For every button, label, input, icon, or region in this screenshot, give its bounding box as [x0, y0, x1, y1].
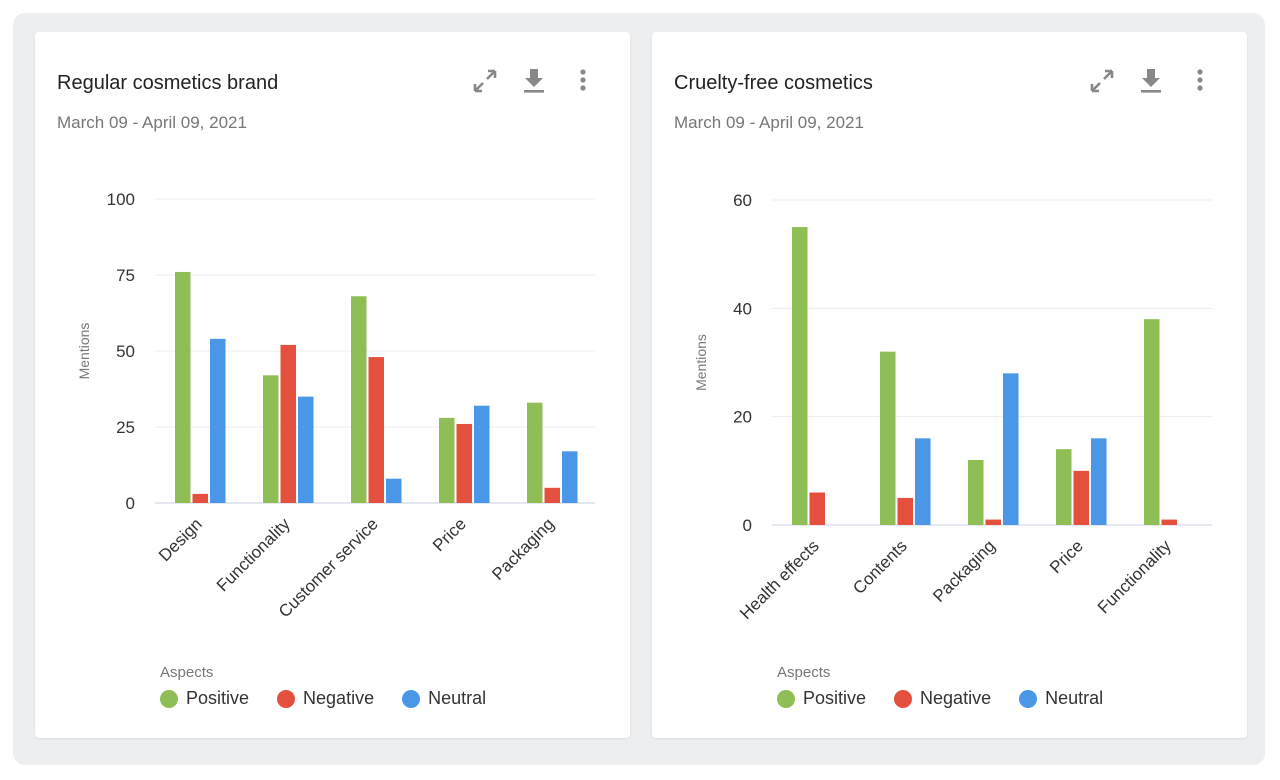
expand-icon[interactable]	[1087, 66, 1117, 96]
y-axis-label: Mentions	[76, 323, 92, 380]
bar-positive	[792, 227, 808, 526]
bar-positive	[263, 375, 279, 503]
x-tick-label: Functionality	[213, 514, 294, 595]
legend-swatch	[1019, 689, 1038, 708]
x-tick-label: Health effects	[736, 536, 823, 623]
x-tick-label: Price	[429, 514, 470, 555]
y-axis-label: Mentions	[693, 334, 709, 391]
legend-item-positive[interactable]: Positive	[777, 688, 866, 709]
bar-negative	[1161, 519, 1177, 525]
legend-item-negative[interactable]: Negative	[277, 688, 374, 709]
bar-negative	[280, 344, 296, 503]
bar-neutral	[386, 478, 402, 503]
bar-positive	[968, 460, 984, 525]
bar-negative	[192, 493, 208, 503]
legend-item-neutral[interactable]: Neutral	[402, 688, 486, 709]
bar-negative	[985, 519, 1001, 525]
legend-label: Neutral	[1045, 688, 1104, 708]
legend-title: Aspects	[777, 664, 831, 681]
y-tick-label: 20	[733, 408, 752, 427]
bar-positive	[351, 296, 367, 503]
legend-label: Positive	[186, 688, 250, 708]
x-tick-label: Functionality	[1094, 536, 1175, 617]
chart-date-range: March 09 - April 09, 2021	[57, 113, 247, 132]
bar-neutral	[1003, 373, 1019, 525]
chart-card: Regular cosmetics brand March 09 - April…	[35, 32, 630, 738]
legend-title: Aspects	[160, 664, 214, 681]
chart-title: Cruelty-free cosmetics	[674, 72, 873, 94]
bar-negative	[1073, 470, 1089, 525]
bar-positive	[527, 402, 543, 503]
bar-positive	[175, 271, 191, 503]
legend-swatch	[160, 689, 178, 708]
chart-date-range: March 09 - April 09, 2021	[674, 113, 864, 132]
chart-card: Cruelty-free cosmetics March 09 - April …	[652, 32, 1247, 738]
bar-positive	[439, 417, 455, 503]
bar-neutral	[210, 338, 226, 503]
more-vertical-icon[interactable]	[1185, 66, 1215, 96]
legend-item-positive[interactable]: Positive	[160, 688, 249, 709]
bar-neutral	[474, 405, 490, 503]
y-tick-label: 25	[116, 418, 135, 437]
legend-label: Negative	[920, 688, 992, 708]
y-tick-label: 100	[107, 190, 135, 209]
y-tick-label: 0	[743, 516, 752, 535]
legend-swatch	[777, 689, 795, 708]
legend-item-neutral[interactable]: Neutral	[1019, 688, 1103, 709]
expand-icon[interactable]	[470, 66, 500, 96]
bar-negative	[368, 357, 384, 503]
legend-swatch	[894, 689, 913, 708]
bar-negative	[809, 492, 825, 525]
y-tick-label: 75	[116, 266, 135, 285]
bar-negative	[456, 423, 472, 503]
legend: Positive Negative Neutral	[777, 688, 1103, 709]
bar-neutral	[562, 451, 578, 503]
bar-positive	[1056, 449, 1072, 525]
bar-neutral	[298, 396, 314, 503]
bar-neutral	[1091, 438, 1107, 525]
legend-label: Negative	[303, 688, 375, 708]
bar-positive	[1144, 319, 1160, 525]
legend-swatch	[277, 689, 296, 708]
bar-positive	[880, 351, 896, 525]
x-tick-label: Packaging	[488, 514, 558, 584]
download-icon[interactable]	[519, 66, 549, 96]
x-tick-label: Packaging	[929, 536, 999, 606]
legend-label: Positive	[803, 688, 867, 708]
legend-item-negative[interactable]: Negative	[894, 688, 991, 709]
y-tick-label: 0	[126, 494, 135, 513]
legend: Positive Negative Neutral	[160, 688, 486, 709]
more-vertical-icon[interactable]	[568, 66, 598, 96]
download-icon[interactable]	[1136, 66, 1166, 96]
y-tick-label: 50	[116, 342, 135, 361]
x-tick-label: Contents	[849, 536, 911, 598]
bar-negative	[897, 497, 913, 525]
x-tick-label: Price	[1046, 536, 1087, 577]
legend-swatch	[402, 689, 421, 708]
bar-neutral	[915, 438, 931, 525]
chart-title: Regular cosmetics brand	[57, 72, 279, 94]
y-tick-label: 40	[733, 299, 752, 318]
bar-negative	[544, 487, 560, 503]
x-tick-label: Design	[155, 514, 206, 565]
y-tick-label: 60	[733, 191, 752, 210]
bar-chart: 0 20 40 60 Mentions Health effects Contents Pac…	[693, 191, 1212, 623]
legend-label: Neutral	[428, 688, 487, 708]
